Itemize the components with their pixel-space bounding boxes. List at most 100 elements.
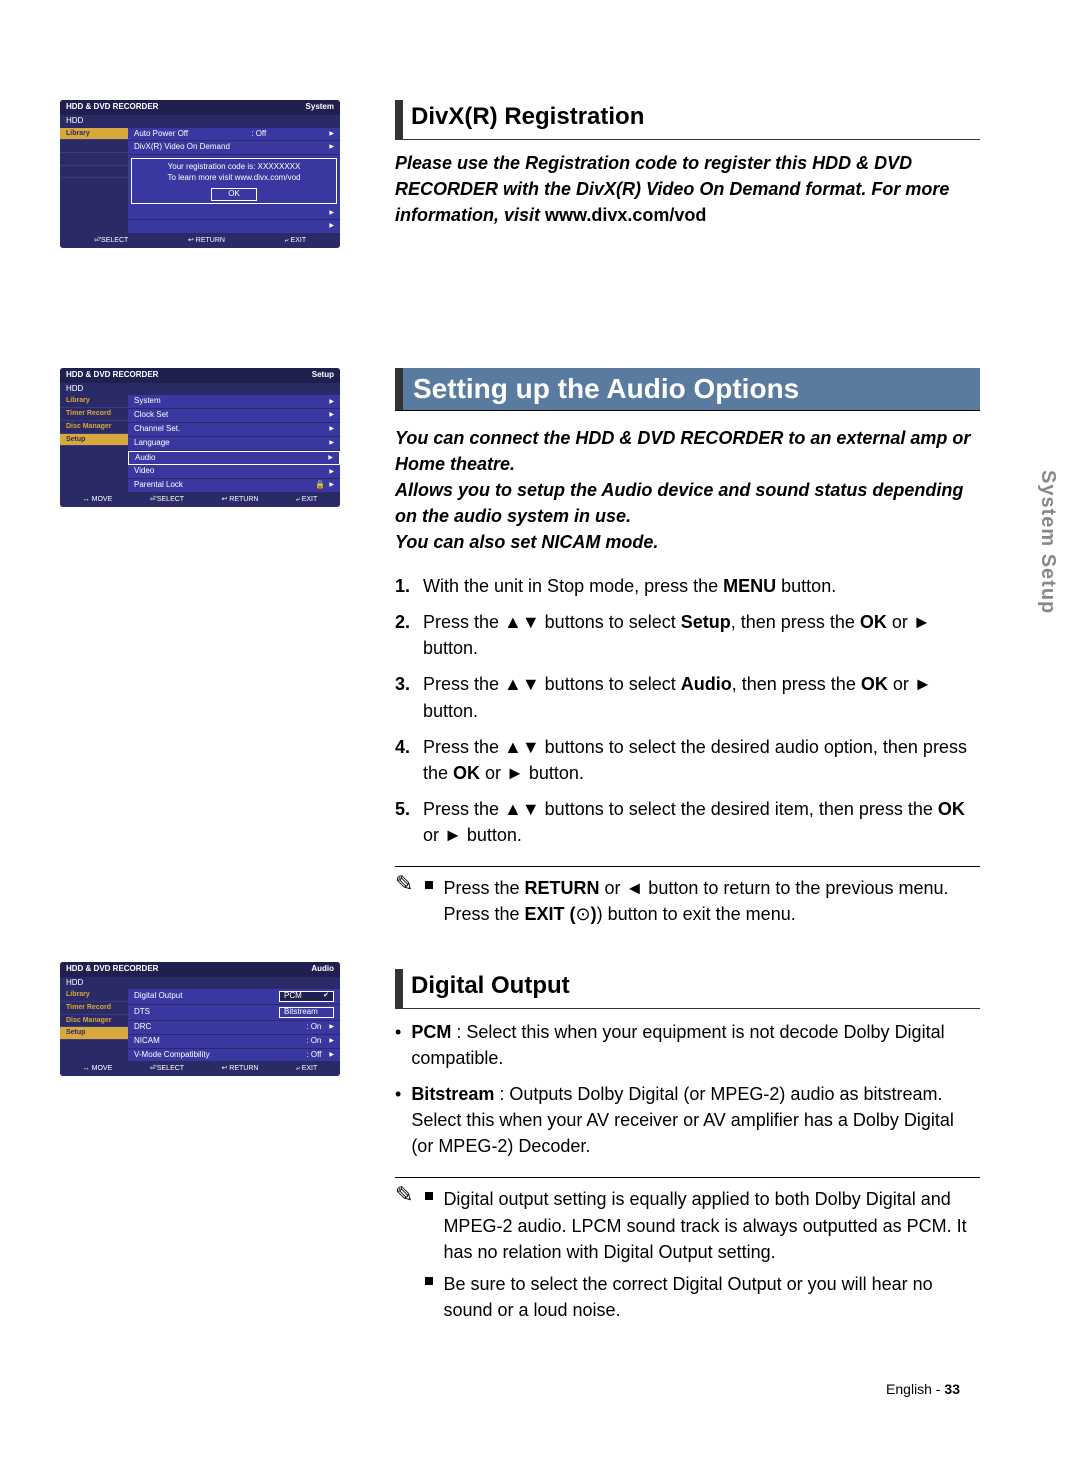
- subsection-heading: Digital Output: [395, 969, 980, 1009]
- option-bitstream[interactable]: Bitstream: [279, 1007, 334, 1018]
- ss-cell: Auto Power Off: [134, 130, 188, 139]
- lock-icon: 🔒: [315, 481, 325, 490]
- chevron-right-icon: ▶: [329, 144, 334, 151]
- note-item: Be sure to select the correct Digital Ou…: [425, 1271, 980, 1323]
- step-text: Press the ▲▼ buttons to select Setup, th…: [423, 609, 980, 661]
- ss-title: HDD & DVD RECORDER: [66, 965, 158, 974]
- ss-left-item-sel[interactable]: Setup: [60, 434, 128, 447]
- ss-row[interactable]: Parental Lock 🔒▶: [128, 479, 340, 493]
- intro-line: You can also set NICAM mode.: [395, 532, 658, 552]
- ss-hint: ↩ RETURN: [221, 1065, 258, 1073]
- check-icon: ✔: [323, 992, 329, 1001]
- bullet-text: PCM : Select this when your equipment is…: [411, 1019, 980, 1071]
- ss-row: ▶: [128, 207, 340, 221]
- section-divx: DivX(R) Registration Please use the Regi…: [395, 100, 980, 228]
- ss-row[interactable]: NICAM: On▶: [128, 1035, 340, 1049]
- step-4: 4. Press the ▲▼ buttons to select the de…: [395, 734, 980, 786]
- note-block: ✎ Digital output setting is equally appl…: [395, 1177, 980, 1328]
- ss-row[interactable]: Language▶: [128, 437, 340, 451]
- step-5: 5. Press the ▲▼ buttons to select the de…: [395, 796, 980, 848]
- ss-hint: ⏎'SELECT: [150, 1065, 184, 1073]
- ss-left-item-sel[interactable]: Setup: [60, 1027, 128, 1040]
- intro-line: Allows you to setup the Audio device and…: [395, 480, 963, 526]
- step-2: 2. Press the ▲▼ buttons to select Setup,…: [395, 609, 980, 661]
- heading-text: Digital Output: [411, 969, 570, 1004]
- divx-intro: Please use the Registration code to regi…: [395, 150, 980, 228]
- subsection-heading: DivX(R) Registration: [395, 100, 980, 140]
- ss-mode: System: [306, 103, 334, 112]
- ss-msg: Your registration code is: XXXXXXXX: [138, 163, 330, 172]
- screenshot-setup: HDD & DVD RECORDER Setup HDD Library Tim…: [60, 368, 340, 507]
- step-num: 3.: [395, 671, 415, 723]
- step-num: 4.: [395, 734, 415, 786]
- ss-cell: : Off: [251, 130, 266, 139]
- ss-left-item[interactable]: Disc Manager: [60, 1015, 128, 1028]
- note-text: Be sure to select the correct Digital Ou…: [443, 1271, 980, 1323]
- screenshots-column: HDD & DVD RECORDER System HDD Library Au…: [60, 100, 340, 1106]
- ss-row[interactable]: Digital Output PCM ✔: [128, 989, 340, 1005]
- audio-intro: You can connect the HDD & DVD RECORDER t…: [395, 425, 980, 555]
- step-text: With the unit in Stop mode, press the ME…: [423, 573, 836, 599]
- bullet-text: Bitstream : Outputs Dolby Digital (or MP…: [411, 1081, 980, 1159]
- ss-row: Auto Power Off : Off ▶: [128, 128, 340, 142]
- ss-left-blank: [60, 153, 128, 166]
- ok-button[interactable]: OK: [211, 188, 257, 201]
- ss-msg: To learn more visit www.divx.com/vod: [138, 174, 330, 183]
- ss-left-item[interactable]: Library: [60, 989, 128, 1002]
- ss-header: HDD & DVD RECORDER System: [60, 100, 340, 115]
- section-heading-audio: Setting up the Audio Options: [395, 368, 980, 410]
- note-icon: ✎: [395, 1184, 413, 1328]
- note-text: Digital output setting is equally applie…: [443, 1186, 980, 1264]
- note-item: Press the RETURN or ◄ button to return t…: [425, 875, 980, 927]
- ss-row-selected[interactable]: Audio▶: [128, 451, 340, 466]
- heading-text: DivX(R) Registration: [411, 100, 644, 135]
- ss-hint: ⏎'SELECT: [94, 237, 128, 245]
- ss-title: HDD & DVD RECORDER: [66, 103, 158, 112]
- step-num: 2.: [395, 609, 415, 661]
- note-icon: ✎: [395, 873, 413, 933]
- ss-left-item[interactable]: Timer Record: [60, 1002, 128, 1015]
- ss-row[interactable]: Video▶: [128, 465, 340, 479]
- dot-icon: •: [395, 1019, 401, 1071]
- page-layout: HDD & DVD RECORDER System HDD Library Au…: [60, 100, 1020, 1369]
- ss-row[interactable]: System▶: [128, 395, 340, 409]
- ss-left-item[interactable]: Timer Record: [60, 408, 128, 421]
- ss-row[interactable]: DRC: On▶: [128, 1021, 340, 1035]
- ss-row[interactable]: Channel Set.▶: [128, 423, 340, 437]
- bullet-pcm: • PCM : Select this when your equipment …: [395, 1019, 980, 1071]
- ss-sub: HDD: [60, 115, 340, 128]
- ss-row[interactable]: DTS Bitstream: [128, 1005, 340, 1021]
- exit-glyph: ⊙: [576, 904, 591, 924]
- step-text: Press the ▲▼ buttons to select the desir…: [423, 796, 980, 848]
- ss-left-item[interactable]: Library: [60, 395, 128, 408]
- ss-hint: ⤶ EXIT: [296, 496, 317, 504]
- step-3: 3. Press the ▲▼ buttons to select Audio,…: [395, 671, 980, 723]
- section-audio: Setting up the Audio Options You can con…: [395, 368, 980, 1329]
- ss-left: Library: [60, 128, 128, 235]
- ss-hint: ↔ MOVE: [83, 1065, 113, 1073]
- ss-right: Auto Power Off : Off ▶ DivX(R) Video On …: [128, 128, 340, 235]
- footer-dash: -: [932, 1381, 944, 1397]
- chevron-right-icon: ▶: [329, 131, 334, 138]
- step-num: 5.: [395, 796, 415, 848]
- ss-footer: ↔ MOVE ⏎'SELECT ↩ RETURN ⤶ EXIT: [60, 493, 340, 507]
- ss-sub: HDD: [60, 977, 340, 990]
- bullet-icon: [425, 881, 433, 889]
- ss-sub: HDD: [60, 383, 340, 396]
- page-footer: English - 33: [0, 1379, 1080, 1399]
- intro-link: www.divx.com/vod: [545, 205, 706, 225]
- option-pcm[interactable]: PCM: [284, 992, 302, 1001]
- ss-row[interactable]: Clock Set▶: [128, 409, 340, 423]
- intro-line: You can connect the HDD & DVD RECORDER t…: [395, 428, 970, 474]
- note-block: ✎ Press the RETURN or ◄ button to return…: [395, 866, 980, 933]
- ss-left-blank: [60, 166, 128, 179]
- ss-left-item[interactable]: Disc Manager: [60, 421, 128, 434]
- dot-icon: •: [395, 1081, 401, 1159]
- ss-row[interactable]: V-Mode Compatibility: Off▶: [128, 1049, 340, 1063]
- note-item: Digital output setting is equally applie…: [425, 1186, 980, 1264]
- step-num: 1.: [395, 573, 415, 599]
- ss-left-blank: [60, 140, 128, 153]
- ss-title: HDD & DVD RECORDER: [66, 371, 158, 380]
- screenshot-audio: HDD & DVD RECORDER Audio HDD Library Tim…: [60, 962, 340, 1076]
- step-text: Press the ▲▼ buttons to select Audio, th…: [423, 671, 980, 723]
